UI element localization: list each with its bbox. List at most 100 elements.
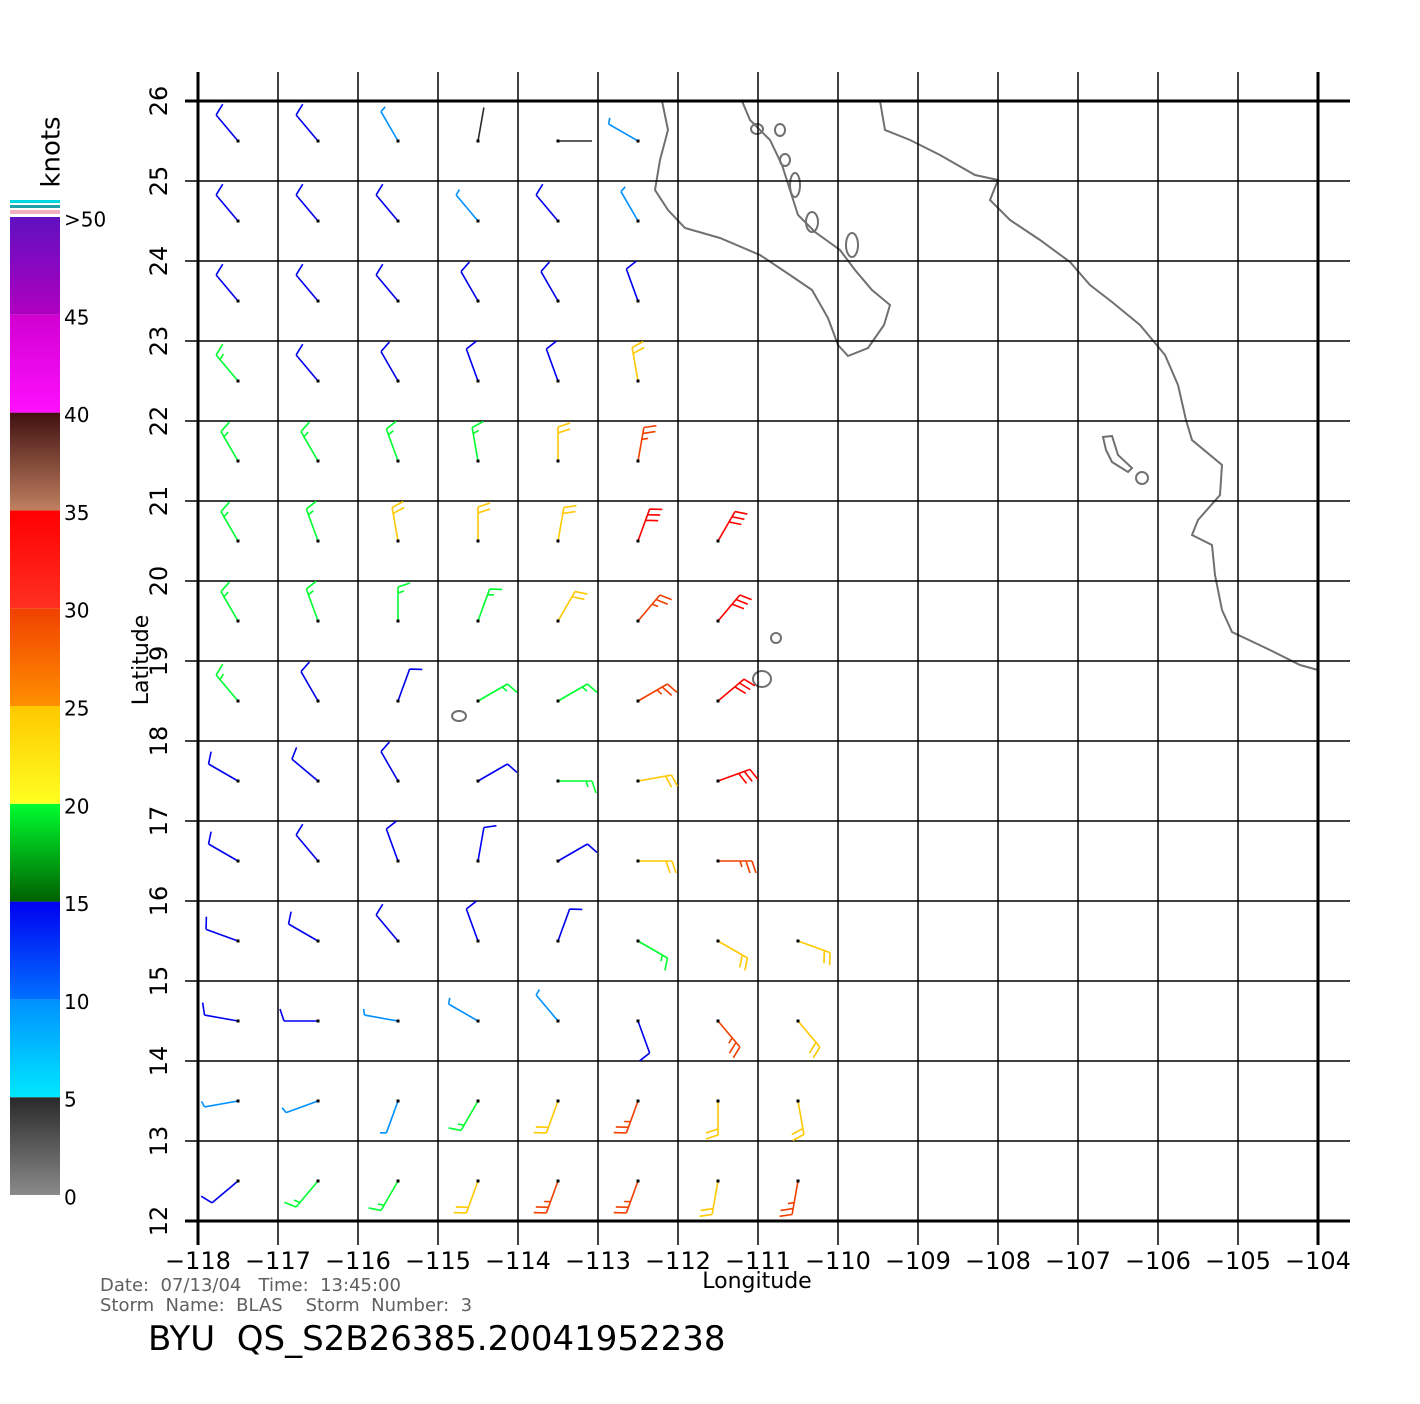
- barb-origin: [476, 539, 480, 543]
- barb-origin: [636, 299, 640, 303]
- barb-origin: [316, 1019, 320, 1023]
- wind-barb: [300, 421, 319, 462]
- barb-origin: [556, 139, 560, 143]
- y-tick-label: 16: [145, 886, 173, 917]
- wind-barb: [477, 683, 518, 702]
- wind-barb: [368, 1180, 399, 1212]
- wind-barb: [717, 510, 748, 542]
- wind-barb: [281, 1100, 319, 1114]
- colorbar-tick-label: 5: [64, 1088, 77, 1112]
- island: [774, 123, 786, 137]
- y-tick-label: 20: [145, 566, 173, 597]
- wind-barb: [797, 1020, 821, 1059]
- wind-barb: [279, 1008, 318, 1022]
- barb-origin: [316, 459, 320, 463]
- barb-origin: [716, 1179, 720, 1183]
- x-tick-label: −116: [325, 1247, 391, 1275]
- wind-barb: [613, 1180, 639, 1214]
- barb-origin: [716, 699, 720, 703]
- wind-barb: [631, 340, 645, 382]
- island: [750, 123, 764, 135]
- colorbar-tick-label: >50: [64, 208, 106, 232]
- wind-barb: [557, 683, 598, 702]
- wind-barb: [717, 768, 759, 784]
- barb-origin: [396, 779, 400, 783]
- wind-barb: [613, 1100, 639, 1134]
- barb-origin: [316, 619, 320, 623]
- barb-origin: [636, 859, 640, 863]
- barb-origin: [396, 619, 400, 623]
- colorbar-stripe: [10, 205, 60, 208]
- wind-barb: [362, 1008, 399, 1022]
- barb-origin: [396, 539, 400, 543]
- colorbar-segment: [10, 803, 60, 902]
- wind-barb: [215, 263, 239, 302]
- y-tick-label: 22: [145, 406, 173, 437]
- wind-barb: [455, 189, 479, 222]
- colorbar-segment: [10, 217, 60, 315]
- barb-origin: [556, 1099, 560, 1103]
- barb-origin: [556, 219, 560, 223]
- barb-origin: [636, 539, 640, 543]
- barb-origin: [236, 139, 240, 143]
- barb-origin: [396, 379, 400, 383]
- wind-barb: [535, 183, 559, 222]
- x-tick-label: −117: [245, 1247, 311, 1275]
- wind-barb: [460, 261, 479, 302]
- colorbar-segment: [10, 1097, 60, 1195]
- wind-barb: [557, 504, 577, 542]
- barb-origin: [236, 1019, 240, 1023]
- barb-origin: [716, 1099, 720, 1103]
- barb-origin: [636, 1179, 640, 1183]
- wind-barb: [200, 1180, 239, 1204]
- wind-barb: [557, 908, 583, 942]
- wind-barb: [535, 989, 559, 1022]
- barb-origin: [316, 859, 320, 863]
- wind-barb: [305, 580, 319, 622]
- barb-origin: [236, 1179, 240, 1183]
- barb-origin: [476, 139, 480, 143]
- wind-barb: [305, 500, 319, 542]
- wind-barb: [207, 831, 239, 862]
- wind-barb: [380, 106, 399, 142]
- barb-origin: [556, 379, 560, 383]
- barb-origin: [636, 459, 640, 463]
- wind-barb: [779, 1180, 799, 1218]
- barb-origin: [796, 1019, 800, 1023]
- island: [770, 632, 782, 644]
- barb-origin: [396, 939, 400, 943]
- wind-barb: [717, 594, 752, 622]
- barb-origin: [236, 539, 240, 543]
- wind-barb: [380, 741, 399, 782]
- grid: [185, 72, 1350, 1245]
- colorbar-segment: [10, 706, 60, 804]
- y-tick-label: 18: [145, 726, 173, 757]
- x-tick-label: −110: [805, 1247, 871, 1275]
- wind-barb: [533, 1180, 559, 1214]
- barb-origin: [636, 379, 640, 383]
- wind-barb: [287, 911, 319, 942]
- wind-barb: [545, 340, 559, 382]
- y-tick-label: 24: [145, 246, 173, 277]
- wind-barb: [637, 424, 657, 462]
- y-tick-label: 21: [145, 486, 173, 517]
- barb-origin: [636, 619, 640, 623]
- wind-barb: [295, 183, 319, 222]
- barb-origin: [236, 459, 240, 463]
- colorbar-tick-label: 35: [64, 501, 89, 525]
- wind-barb: [718, 860, 757, 874]
- wind-barb: [637, 594, 672, 622]
- wind-barb: [447, 997, 479, 1022]
- wind-barb: [465, 340, 479, 382]
- barb-origin: [476, 379, 480, 383]
- barb-origin: [476, 779, 480, 783]
- wind-barb: [291, 747, 319, 782]
- barb-origin: [396, 859, 400, 863]
- wind-barb: [375, 903, 399, 942]
- barb-origin: [396, 1179, 400, 1183]
- barb-origin: [316, 299, 320, 303]
- island: [451, 710, 467, 722]
- wind-barb: [215, 663, 239, 702]
- barb-origin: [476, 299, 480, 303]
